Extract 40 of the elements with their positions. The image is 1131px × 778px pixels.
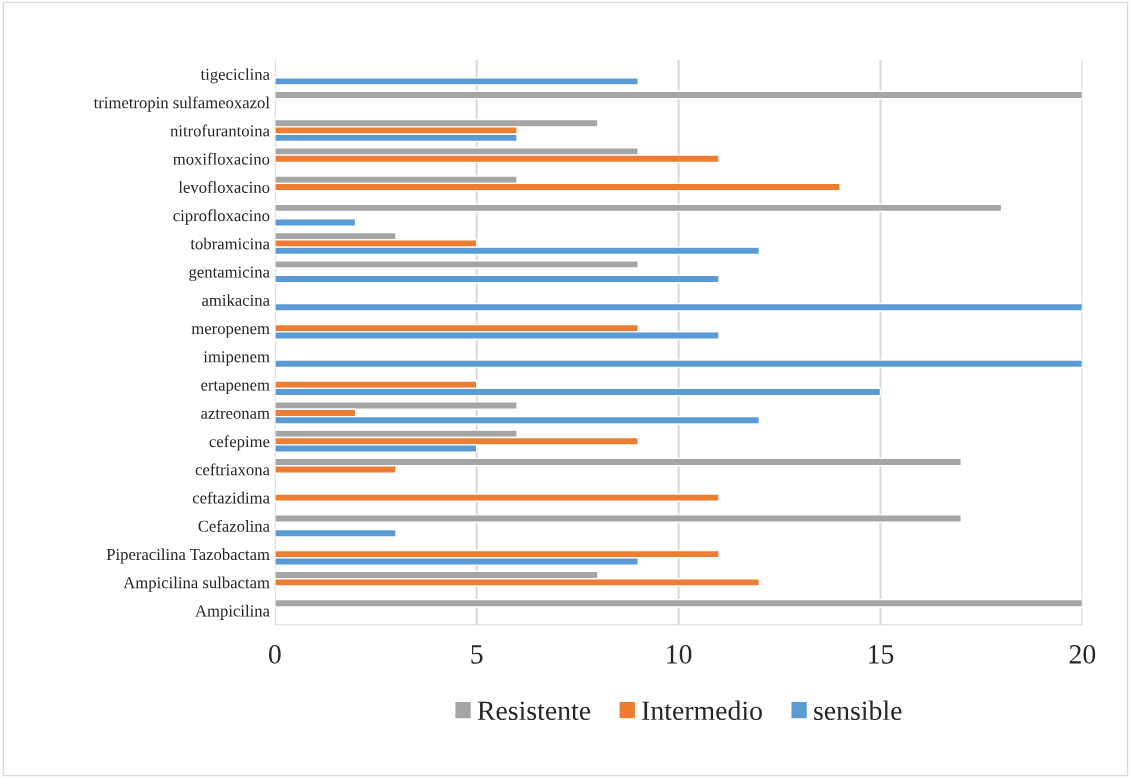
y-tick-label: trimetropin sulfameoxazol [93,96,270,112]
y-tick-label: cefepime [209,435,270,451]
bar [274,528,397,538]
bar [274,598,1083,608]
bar [274,90,1083,100]
y-tick-label: Piperacilina Tazobactam [106,548,270,564]
y-tick-label: tigeciclina [200,68,270,84]
x-tick-label: 10 [667,644,692,664]
y-tick-label: ceftriaxona [195,463,270,476]
legend-label: sensible [814,700,902,721]
bar [274,218,357,227]
y-tick-label: amikacina [202,294,270,306]
y-tick-label: aztreonam [201,409,270,419]
y-tick-label: Ampicilina sulbactam [123,576,270,592]
bar [274,302,1083,312]
bar [274,77,639,86]
y-tick-label: meropenem [191,326,270,338]
x-tick-label: 15 [869,645,894,664]
y-tick-label: levofloxacino [178,181,270,193]
legend-label: Resistente [477,701,591,721]
y-tick-label: Ampicilina [195,604,270,620]
bar [274,514,962,523]
y-tick-label: ertapenem [201,381,270,395]
y-tick-label: imipenem [203,351,270,366]
bar [274,493,720,503]
x-tick-label: 20 [1069,644,1096,664]
y-tick-label: nitrofurantoina [170,124,270,137]
bar [274,359,1083,369]
legend-label: Intermedio [642,700,762,721]
y-tick-label: ceftazidima [192,491,270,504]
x-tick-label: 0 [268,644,281,664]
bar [274,274,720,284]
y-tick-label: gentamicina [189,266,270,282]
y-tick-label: tobramicina [190,237,270,250]
x-tick-label: 5 [471,645,483,664]
bar [274,260,639,269]
y-tick-label: moxifloxacino [173,152,270,165]
y-tick-label: ciprofloxacino [173,209,270,225]
y-tick-label: Cefazolina [198,519,270,532]
bar [274,203,1003,213]
